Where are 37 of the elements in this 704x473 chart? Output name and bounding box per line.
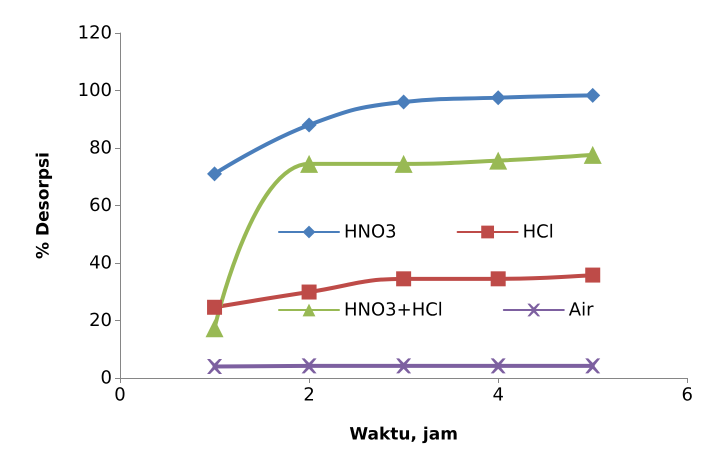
legend-label: HCl (522, 222, 554, 242)
point (207, 359, 222, 374)
point (396, 358, 412, 374)
y-tick-label: 20 (89, 310, 112, 331)
point (394, 154, 413, 173)
legend-label: HNO3 (344, 222, 397, 242)
x-axis-title: Waktu, jam (349, 424, 458, 444)
x-tick-label: 2 (303, 384, 315, 406)
y-axis-title: % Desorpsi (34, 152, 54, 259)
point (302, 358, 317, 374)
legend-label: HNO3+HCl (344, 300, 443, 320)
point (585, 358, 600, 374)
point (490, 358, 506, 374)
x-tick-label: 4 (492, 384, 504, 406)
y-tick-label: 80 (89, 138, 112, 158)
point (207, 300, 222, 315)
x-tick-label: 0 (114, 384, 126, 406)
y-tick-label: 60 (89, 195, 112, 216)
point (584, 146, 602, 164)
x-tick-label: 6 (682, 384, 693, 406)
point (585, 88, 600, 103)
point (489, 152, 508, 170)
point (396, 94, 412, 110)
point (585, 268, 600, 283)
point (490, 90, 506, 106)
point (490, 271, 506, 286)
point (396, 271, 412, 286)
y-tick-label: 40 (89, 252, 112, 274)
point (302, 118, 317, 132)
legend-label: Air (568, 300, 594, 320)
y-tick-label: 0 (100, 368, 112, 388)
point (206, 319, 224, 338)
point (300, 154, 318, 173)
point (207, 166, 222, 182)
y-tick-label: 120 (78, 22, 112, 44)
y-tick-label: 100 (78, 80, 112, 101)
point (302, 284, 317, 300)
